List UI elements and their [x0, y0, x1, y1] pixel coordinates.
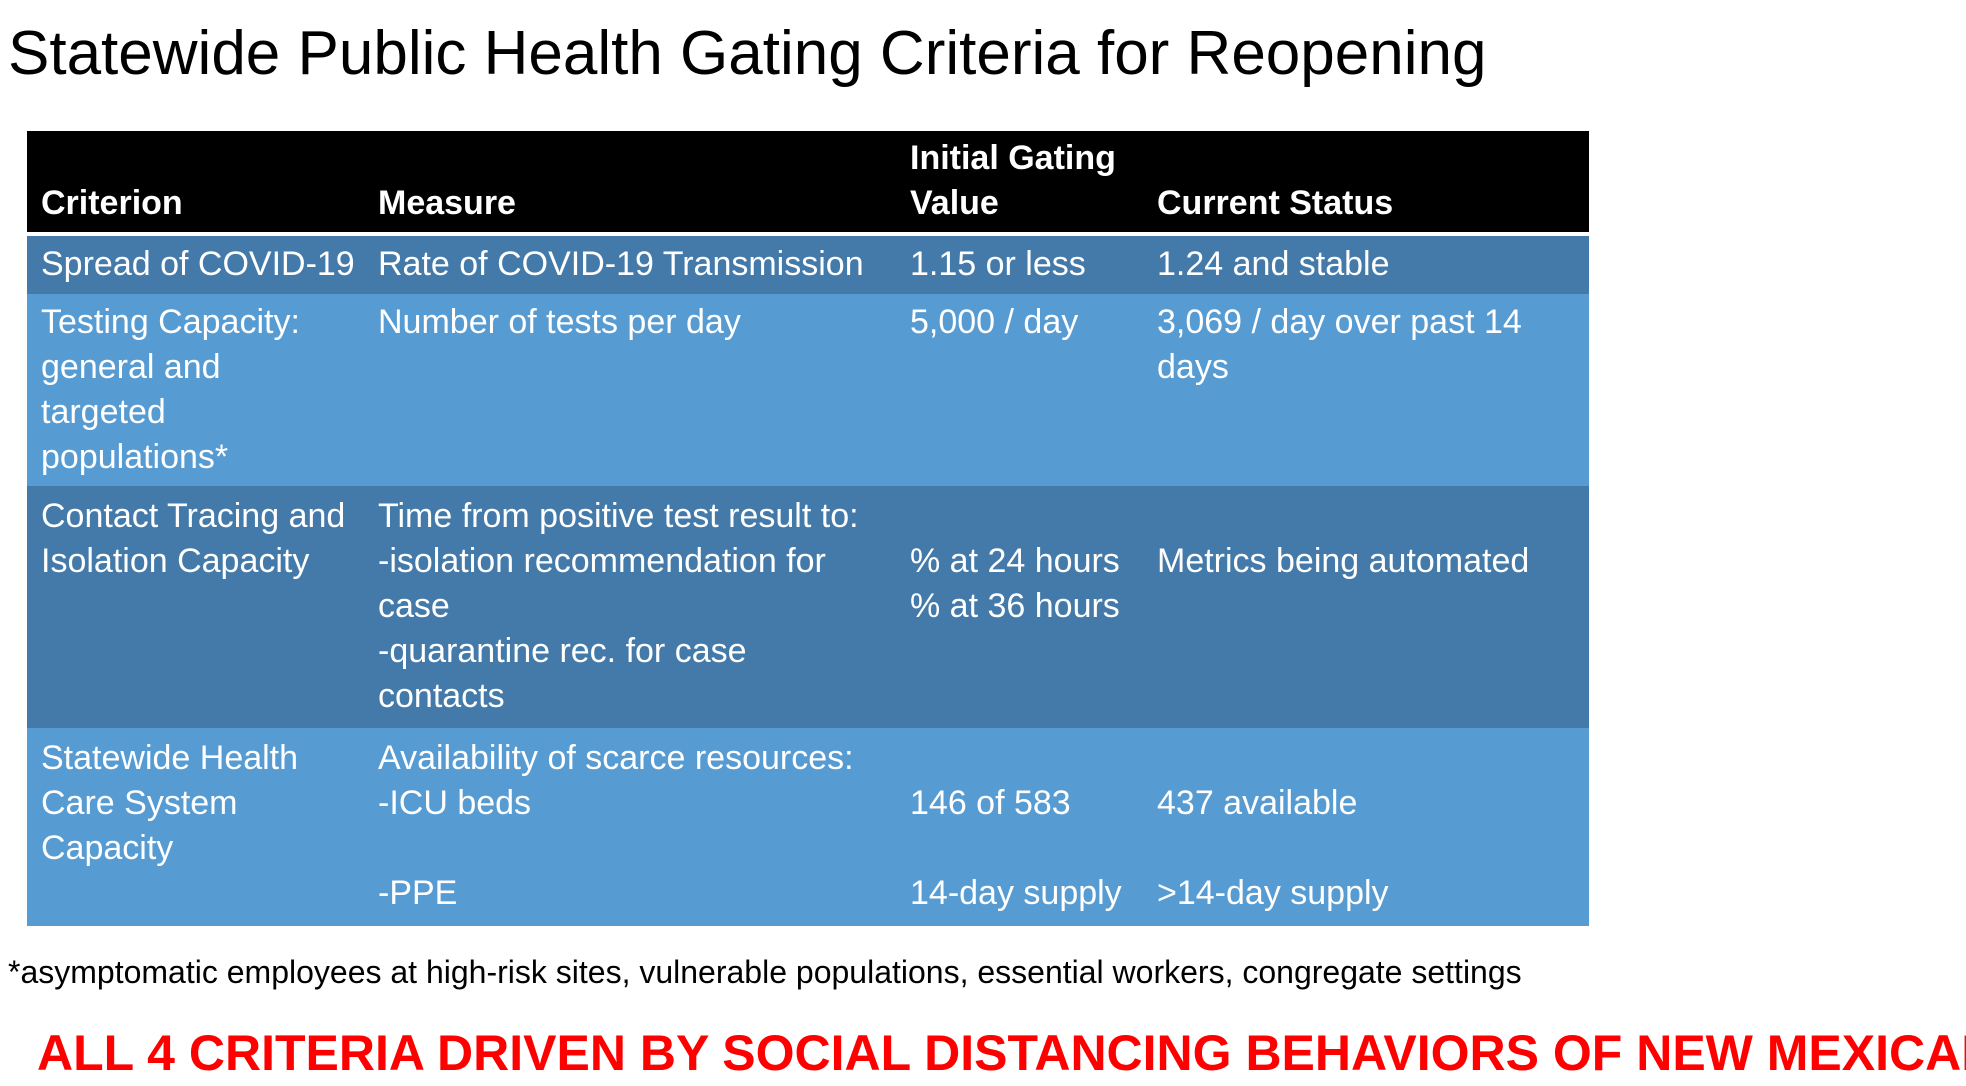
cell-line: general and [41, 348, 221, 386]
cell-current-status: 3,069 / day over past 14 days [1143, 294, 1589, 486]
cell-line: -ICU beds [378, 784, 532, 822]
cell-line: % at 36 hours [910, 587, 1120, 625]
gating-criteria-table: Criterion Measure Initial Gating Value C… [27, 131, 1589, 926]
cell-measure: Number of tests per day [364, 294, 896, 486]
cell-line: 1.24 and stable [1157, 245, 1390, 283]
page-title: Statewide Public Health Gating Criteria … [8, 19, 1487, 88]
cell-line: Availability of scarce resources: [378, 739, 854, 777]
cell-line: Contact Tracing and [41, 497, 346, 535]
cell-line: Number of tests per day [378, 303, 741, 341]
cell-current-status: 1.24 and stable [1143, 234, 1589, 294]
cell-line: populations* [41, 438, 229, 476]
cell-line: case [378, 587, 450, 625]
header-gating-line-1: Initial Gating [910, 139, 1116, 177]
cell-line: Spread of COVID-19 [41, 245, 355, 283]
cell-current-status: Metrics being automated [1143, 486, 1589, 728]
cell-line: -quarantine rec. for case [378, 632, 747, 670]
cell-line: Isolation Capacity [41, 542, 310, 580]
cell-criterion: Contact Tracing and Isolation Capacity [27, 486, 364, 728]
cell-line: Statewide Health [41, 739, 299, 777]
cell-gating-value: 146 of 583 14-day supply [896, 728, 1143, 926]
cell-criterion: Testing Capacity: general and targeted p… [27, 294, 364, 486]
cell-line: Metrics being automated [1157, 542, 1530, 580]
cell-gating-value: 5,000 / day [896, 294, 1143, 486]
header-criterion: Criterion [27, 131, 364, 236]
cell-line: -PPE [378, 874, 458, 912]
cell-line: days [1157, 348, 1229, 386]
cell-line: Capacity [41, 829, 174, 867]
header-initial-gating-value: Initial Gating Value [896, 131, 1143, 236]
table-row-health-care: Statewide Health Care System Capacity Av… [27, 728, 1589, 926]
table-header-row: Criterion Measure Initial Gating Value C… [27, 131, 1589, 236]
cell-criterion: Spread of COVID-19 [27, 234, 364, 294]
cell-line: 146 of 583 [910, 784, 1071, 822]
cell-line: contacts [378, 677, 505, 715]
footnote: *asymptomatic employees at high-risk sit… [8, 954, 1522, 990]
cell-line: Testing Capacity: [41, 303, 300, 341]
cell-line: 437 available [1157, 784, 1358, 822]
banner-message: ALL 4 CRITERIA DRIVEN BY SOCIAL DISTANCI… [37, 1025, 1966, 1081]
cell-measure: Rate of COVID-19 Transmission [364, 234, 896, 294]
header-measure: Measure [364, 131, 896, 236]
cell-line: 14-day supply [910, 874, 1122, 912]
header-current-status: Current Status [1143, 131, 1589, 236]
cell-line: targeted [41, 393, 166, 431]
cell-line: -isolation recommendation for [378, 542, 826, 580]
header-gating-line-2: Value [910, 184, 999, 222]
table-row-testing: Testing Capacity: general and targeted p… [27, 294, 1589, 486]
cell-line: % at 24 hours [910, 542, 1120, 580]
cell-gating-value: 1.15 or less [896, 234, 1143, 294]
cell-criterion: Statewide Health Care System Capacity [27, 728, 364, 926]
table-row-contact-tracing: Contact Tracing and Isolation Capacity T… [27, 486, 1589, 728]
cell-line: Care System [41, 784, 238, 822]
cell-measure: Time from positive test result to: -isol… [364, 486, 896, 728]
cell-gating-value: % at 24 hours % at 36 hours [896, 486, 1143, 728]
cell-current-status: 437 available >14-day supply [1143, 728, 1589, 926]
table-row-spread: Spread of COVID-19 Rate of COVID-19 Tran… [27, 234, 1589, 294]
cell-line: >14-day supply [1157, 874, 1389, 912]
cell-line: Rate of COVID-19 Transmission [378, 245, 864, 283]
cell-line: Time from positive test result to: [378, 497, 859, 535]
cell-measure: Availability of scarce resources: -ICU b… [364, 728, 896, 926]
cell-line: 5,000 / day [910, 303, 1079, 341]
cell-line: 3,069 / day over past 14 [1157, 303, 1522, 341]
cell-line: 1.15 or less [910, 245, 1086, 283]
